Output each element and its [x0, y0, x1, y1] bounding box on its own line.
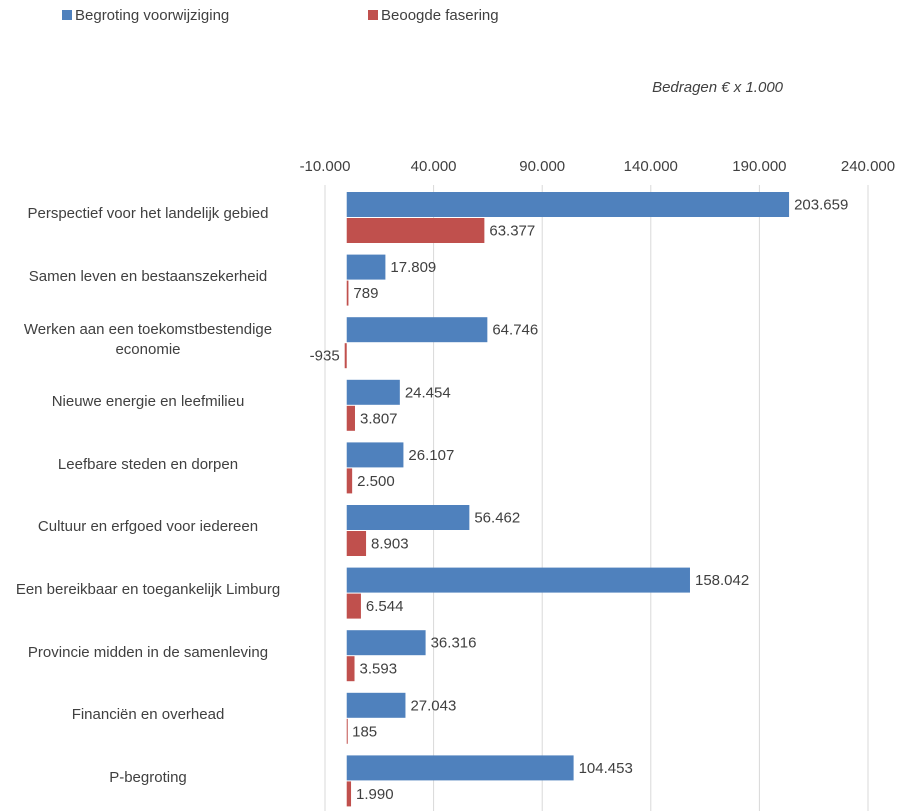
- value-label: 789: [353, 285, 378, 302]
- bar: [346, 505, 470, 530]
- bar: [346, 254, 386, 280]
- value-label: 27.043: [410, 697, 456, 714]
- value-label: 64.746: [492, 322, 538, 339]
- legend-label: Beoogde fasering: [381, 7, 499, 24]
- value-label: 63.377: [489, 222, 535, 239]
- category-label: Werken aan een toekomstbestendige econom…: [23, 320, 273, 358]
- bar: [346, 317, 488, 343]
- x-tick-label: -10.000: [300, 158, 351, 175]
- value-label: 2.500: [357, 473, 395, 490]
- bar: [346, 280, 349, 306]
- bar: [346, 718, 348, 744]
- value-label: -935: [310, 348, 340, 365]
- bar: [346, 531, 367, 556]
- bar: [346, 593, 361, 619]
- x-tick-label: 140.000: [624, 158, 678, 175]
- bar: [346, 656, 355, 682]
- value-label: 8.903: [371, 535, 409, 552]
- value-label: 1.990: [356, 786, 394, 803]
- value-label: 203.659: [794, 196, 848, 213]
- bar: [346, 567, 690, 593]
- legend-swatch: [62, 10, 72, 20]
- bar: [346, 379, 400, 405]
- category-label: Provincie midden in de samenleving: [27, 643, 269, 661]
- category-label: Cultuur en erfgoed voor iedereen: [37, 518, 259, 536]
- category-label: Samen leven en bestaanszekerheid: [28, 267, 268, 285]
- value-label: 104.453: [579, 760, 633, 777]
- value-label: 17.809: [390, 259, 436, 276]
- bar: [346, 781, 352, 807]
- value-label: 36.316: [431, 635, 477, 652]
- x-tick-label: 40.000: [411, 158, 457, 175]
- legend-label: Begroting voorwijziging: [75, 7, 229, 24]
- value-label: 3.593: [360, 661, 398, 678]
- x-tick-label: 190.000: [732, 158, 786, 175]
- bar: [344, 343, 347, 369]
- x-tick-label: 240.000: [841, 158, 895, 175]
- annotation: Bedragen € x 1.000: [652, 79, 784, 96]
- bar: [346, 692, 406, 718]
- value-label: 26.107: [408, 447, 454, 464]
- bar: [346, 218, 485, 243]
- value-label: 158.042: [695, 572, 749, 589]
- legend-swatch: [368, 10, 378, 20]
- bar: [346, 405, 355, 431]
- category-label: Nieuwe energie en leefmilieu: [51, 393, 245, 411]
- category-label: Een bereikbaar en toegankelijk Limburg: [15, 580, 281, 598]
- bar: [346, 630, 426, 656]
- category-label: Financiën en overhead: [71, 706, 225, 724]
- value-label: 3.807: [360, 410, 398, 427]
- bar: [346, 755, 574, 781]
- value-label: 185: [352, 723, 377, 740]
- value-label: 56.462: [474, 509, 520, 526]
- category-label: Perspectief voor het landelijk gebied: [27, 205, 269, 223]
- category-label: P-begroting: [109, 768, 187, 786]
- value-label: 24.454: [405, 384, 451, 401]
- bar: [346, 468, 353, 494]
- value-label: 6.544: [366, 598, 404, 615]
- category-label: Leefbare steden en dorpen: [57, 455, 239, 473]
- bar: [346, 442, 404, 468]
- x-tick-label: 90.000: [519, 158, 565, 175]
- bar: [346, 192, 790, 217]
